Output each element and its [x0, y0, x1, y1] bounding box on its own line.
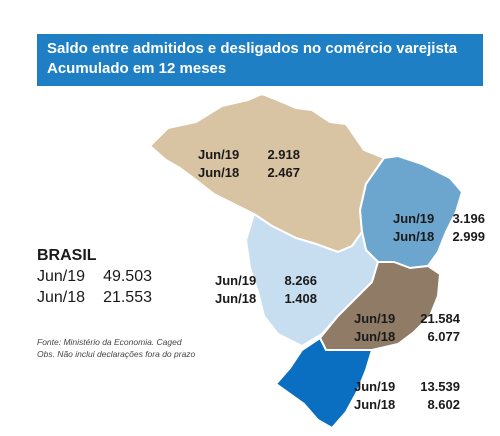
value: 6.077	[427, 329, 460, 344]
sul-row-jun19: Jun/19 13.539	[354, 378, 460, 396]
brasil-summary: BRASIL Jun/19 49.503 Jun/18 21.553	[37, 246, 152, 308]
period: Jun/19	[215, 273, 257, 288]
source-note: Fonte: Ministério da Economia. Caged Obs…	[37, 336, 195, 360]
period: Jun/18	[393, 229, 435, 244]
title-line-2: Acumulado em 12 meses	[47, 60, 227, 77]
value: 21.553	[103, 289, 152, 306]
value: 8.266	[284, 273, 317, 288]
value: 13.539	[420, 379, 460, 394]
value: 2.999	[452, 229, 485, 244]
period: Jun/19	[354, 311, 396, 326]
period: Jun/19	[393, 211, 435, 226]
value: 21.584	[420, 311, 460, 326]
centro-oeste-row-jun18: Jun/18 1.408	[215, 290, 317, 308]
value: 2.918	[267, 147, 300, 162]
label-norte: Jun/19 2.918 Jun/18 2.467	[198, 146, 300, 182]
sudeste-row-jun18: Jun/18 6.077	[354, 328, 460, 346]
value: 3.196	[452, 211, 485, 226]
period: Jun/19	[354, 379, 396, 394]
chart-title-box: Saldo entre admitidos e desligados no co…	[37, 34, 483, 86]
title-line-1: Saldo entre admitidos e desligados no co…	[47, 40, 458, 57]
sudeste-row-jun19: Jun/19 21.584	[354, 310, 460, 328]
value: 2.467	[267, 165, 300, 180]
brasil-heading: BRASIL	[37, 247, 97, 264]
region-sul	[275, 337, 373, 429]
label-centro-oeste: Jun/19 8.266 Jun/18 1.408	[215, 272, 317, 308]
value: 49.503	[103, 268, 152, 285]
source-line-2: Obs. Não inclui declarações fora do praz…	[37, 349, 196, 359]
region-sudeste	[319, 261, 441, 351]
period: Jun/19	[37, 268, 86, 285]
norte-row-jun19: Jun/19 2.918	[198, 146, 300, 164]
period: Jun/18	[354, 397, 396, 412]
label-sul: Jun/19 13.539 Jun/18 8.602	[354, 378, 460, 414]
period: Jun/18	[37, 289, 86, 306]
nordeste-row-jun18: Jun/18 2.999	[393, 228, 485, 246]
period: Jun/18	[354, 329, 396, 344]
norte-row-jun18: Jun/18 2.467	[198, 164, 300, 182]
period: Jun/18	[198, 165, 240, 180]
period: Jun/19	[198, 147, 240, 162]
centro-oeste-row-jun19: Jun/19 8.266	[215, 272, 317, 290]
source-line-1: Fonte: Ministério da Economia. Caged	[37, 337, 182, 347]
label-nordeste: Jun/19 3.196 Jun/18 2.999	[393, 210, 485, 246]
value: 1.408	[284, 291, 317, 306]
value: 8.602	[427, 397, 460, 412]
sul-row-jun18: Jun/18 8.602	[354, 396, 460, 414]
nordeste-row-jun19: Jun/19 3.196	[393, 210, 485, 228]
period: Jun/18	[215, 291, 257, 306]
brasil-row-jun18: Jun/18 21.553	[37, 287, 152, 308]
label-sudeste: Jun/19 21.584 Jun/18 6.077	[354, 310, 460, 346]
brasil-row-jun19: Jun/19 49.503	[37, 266, 152, 287]
